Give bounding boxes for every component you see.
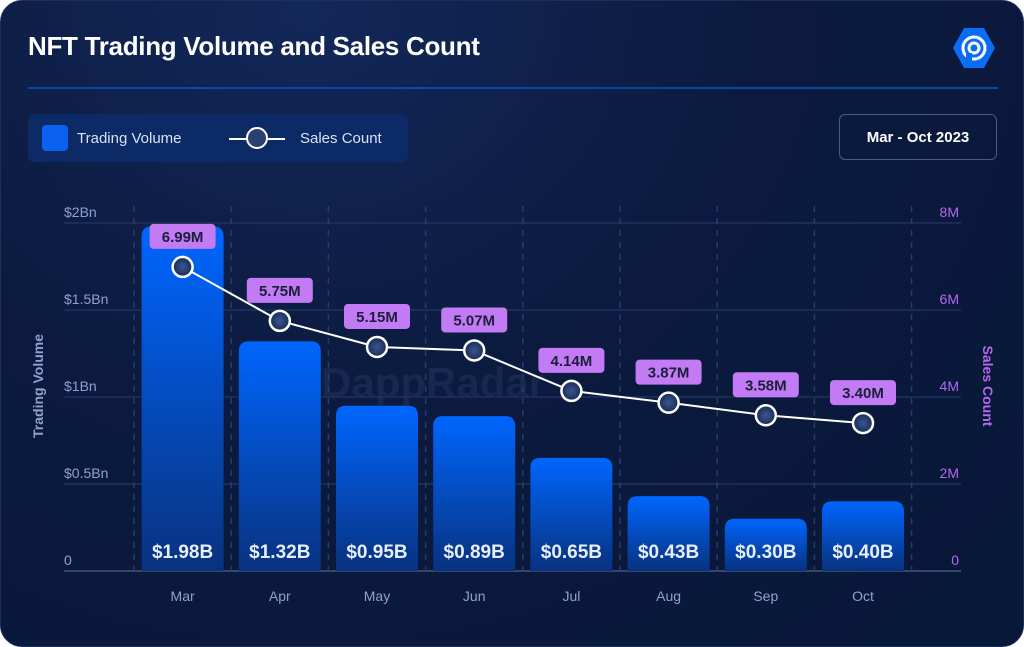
bar-oct <box>822 501 904 571</box>
y-left-axis-title: Trading Volume <box>30 334 46 438</box>
sales-count-label: 6.99M <box>162 229 204 246</box>
sales-count-label-bg <box>635 359 702 385</box>
sales-count-label-bg <box>830 380 896 406</box>
bar-value-label: $0.95B <box>346 542 407 563</box>
chart-title: NFT Trading Volume and Sales Count <box>28 31 480 61</box>
sales-count-label: 3.40M <box>842 385 884 402</box>
bar-value-label: $0.65B <box>541 542 602 563</box>
legend-label-sales-count: Sales Count <box>300 130 382 147</box>
sales-count-label: 3.58M <box>745 377 787 394</box>
y-right-tick-label: 8M <box>940 204 959 220</box>
bar-jun <box>433 416 516 571</box>
y-right-tick-label: 2M <box>940 465 959 481</box>
sales-count-label: 3.87M <box>648 365 690 382</box>
bar-aug <box>627 496 710 571</box>
sales-count-point <box>754 404 778 427</box>
sales-count-point <box>851 411 875 435</box>
bar-value-label: $1.32B <box>249 542 310 563</box>
watermark: DappRadar <box>321 359 546 406</box>
dappradar-logo-icon <box>953 28 995 68</box>
x-tick-label: May <box>364 588 390 604</box>
legend: Trading Volume Sales Count <box>28 114 408 162</box>
legend-label-trading-volume: Trading Volume <box>77 130 182 147</box>
x-tick-label: Sep <box>753 588 778 604</box>
y-left-tick-label: $2Bn <box>64 204 97 220</box>
bar-sep <box>724 518 807 571</box>
bar-jul <box>530 457 613 571</box>
bar-mar <box>141 226 224 572</box>
x-tick-label: Jul <box>562 588 580 604</box>
y-right-tick-label: 4M <box>940 378 959 394</box>
y-right-tick-label: 6M <box>940 291 959 307</box>
legend-swatch-trading-volume <box>42 125 68 151</box>
sales-count-label: 5.07M <box>453 312 495 329</box>
sales-count-line <box>182 266 864 425</box>
sales-count-point <box>560 379 583 403</box>
sales-count-point <box>268 309 292 333</box>
legend-marker-sales-count <box>246 127 268 149</box>
sales-count-point <box>365 335 389 359</box>
sales-count-point <box>462 339 486 362</box>
y-left-tick-label: $1Bn <box>64 378 97 394</box>
sales-count-label: 4.14M <box>551 353 593 370</box>
sales-count-label-bg <box>538 347 605 373</box>
y-left-tick-label: $1.5Bn <box>64 291 108 307</box>
sales-count-label: 5.75M <box>259 283 301 300</box>
bar-value-label: $0.30B <box>735 542 796 563</box>
sales-count-point <box>657 391 680 414</box>
sales-count-label-bg <box>344 303 410 329</box>
sales-count-label-bg <box>149 223 216 249</box>
y-right-axis-title: Sales Count <box>980 346 996 427</box>
x-tick-label: Jun <box>463 588 486 604</box>
y-left-tick-label: $0.5Bn <box>64 465 108 481</box>
bar-may <box>336 405 418 571</box>
sales-count-label-bg <box>246 277 313 303</box>
x-tick-label: Aug <box>656 588 681 604</box>
header-divider <box>28 87 998 89</box>
bar-value-label: $0.89B <box>444 542 505 563</box>
bar-value-label: $0.40B <box>832 542 893 563</box>
x-tick-label: Apr <box>269 588 291 604</box>
y-right-tick-label: 0 <box>951 552 959 568</box>
date-range-button[interactable]: Mar - Oct 2023 <box>839 114 997 160</box>
x-tick-label: Mar <box>171 588 195 604</box>
bar-apr <box>238 341 321 571</box>
sales-count-point <box>171 255 194 279</box>
bar-value-label: $1.98B <box>152 542 213 563</box>
sales-count-label-bg <box>732 372 799 398</box>
sales-count-label-bg <box>441 307 508 333</box>
x-tick-label: Oct <box>852 588 874 604</box>
sales-count-label: 5.15M <box>356 309 398 326</box>
bar-value-label: $0.43B <box>638 542 699 563</box>
y-left-tick-label: 0 <box>64 552 72 568</box>
